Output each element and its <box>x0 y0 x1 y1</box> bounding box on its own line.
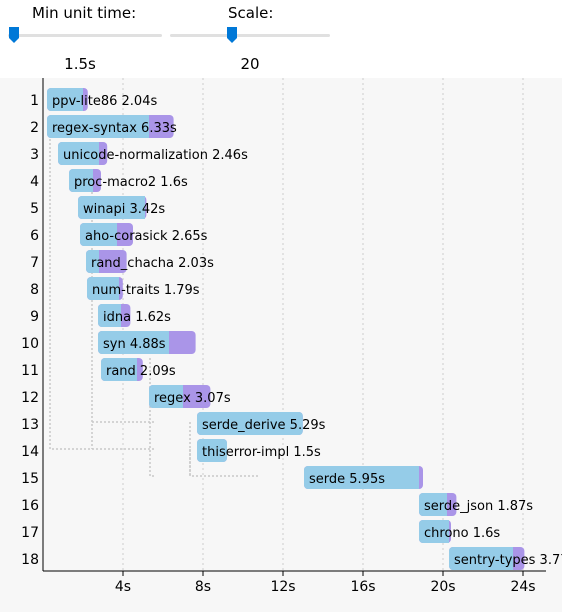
x-tick-label: 24s <box>510 579 535 595</box>
unit-bar-join <box>445 520 449 543</box>
unit-label: num-traits 1.79s <box>92 283 200 298</box>
row-number: 16 <box>21 498 39 514</box>
unit-bar-join <box>443 493 447 516</box>
timeline-svg: 1 ppv-lite86 2.04s 2 regex-syntax 6.33s 3 uni… <box>21 78 562 595</box>
scale-label: Scale: <box>228 4 274 22</box>
unit-label: serde_json 1.87s <box>424 499 533 514</box>
unit-bar <box>149 385 183 408</box>
unit-bar-join <box>133 358 137 381</box>
row-number: 3 <box>30 147 39 163</box>
unit-label: thiserror-impl 1.5s <box>202 445 321 460</box>
row-number: 12 <box>21 390 39 406</box>
unit-bar <box>47 115 149 138</box>
unit-bar <box>449 547 513 570</box>
row-number: 17 <box>21 525 39 541</box>
unit-label: serde_derive 5.29s <box>202 418 326 433</box>
unit-label: chrono 1.6s <box>424 526 500 541</box>
unit-label: sentry-types 3.77s <box>454 553 562 568</box>
row-number: 11 <box>21 363 39 379</box>
unit-label: winapi 3.42s <box>83 202 165 217</box>
unit-bar <box>98 331 169 354</box>
unit-bar <box>98 304 121 327</box>
min-unit-time-slider[interactable] <box>4 22 162 48</box>
build-timeline-chart: 1 ppv-lite86 2.04s 2 regex-syntax 6.33s 3 uni… <box>0 78 562 612</box>
min-unit-time-track[interactable] <box>8 34 162 37</box>
x-tick-label: 12s <box>270 579 295 595</box>
unit-bar-join <box>115 277 119 300</box>
row-number: 13 <box>21 417 39 433</box>
min-unit-time-label: Min unit time: <box>32 4 137 22</box>
unit-bar-join <box>141 196 145 219</box>
unit-bar <box>419 493 447 516</box>
unit-label: rand_chacha 2.03s <box>91 256 214 271</box>
min-unit-time-thumb[interactable] <box>8 26 20 44</box>
x-tick-label: 4s <box>115 579 131 595</box>
unit-bar-join <box>95 142 99 165</box>
unit-label: aho-corasick 2.65s <box>85 229 208 244</box>
unit-bar-join <box>145 115 149 138</box>
unit-bar-join <box>179 385 183 408</box>
unit-bar-join <box>79 88 83 111</box>
unit-bar <box>69 169 93 192</box>
unit-bar <box>197 439 227 462</box>
unit-bar-join <box>117 304 121 327</box>
unit-bar <box>304 466 419 489</box>
row-number: 1 <box>30 93 39 109</box>
x-tick-label: 16s <box>350 579 375 595</box>
dependency-line <box>189 422 260 477</box>
x-tick-label: 20s <box>430 579 455 595</box>
dependency-line <box>49 131 154 450</box>
row-number: 7 <box>30 255 39 271</box>
unit-bar-join <box>509 547 513 570</box>
unit-label: regex-syntax 6.33s <box>52 121 177 136</box>
unit-bar-join <box>113 223 117 246</box>
row-number: 5 <box>30 201 39 217</box>
unit-label: unicode-normalization 2.46s <box>63 148 248 163</box>
unit-bar <box>58 142 99 165</box>
unit-label: regex 3.07s <box>154 391 231 406</box>
unit-label: proc-macro2 1.6s <box>74 175 188 190</box>
row-number: 10 <box>21 336 39 352</box>
unit-label: rand 2.09s <box>106 364 176 379</box>
unit-bar-join <box>415 466 419 489</box>
unit-label: syn 4.88s <box>103 337 166 352</box>
scale-thumb[interactable] <box>226 26 238 44</box>
unit-bar <box>80 223 117 246</box>
row-number: 4 <box>30 174 39 190</box>
scale-slider[interactable] <box>168 22 332 48</box>
row-number: 6 <box>30 228 39 244</box>
row-number: 15 <box>21 471 39 487</box>
row-number: 8 <box>30 282 39 298</box>
unit-bar-join <box>95 250 99 273</box>
row-number: 9 <box>30 309 39 325</box>
unit-bar <box>419 520 449 543</box>
unit-label: serde 5.95s <box>309 472 385 487</box>
unit-bar-join <box>165 331 169 354</box>
unit-bar <box>101 358 137 381</box>
unit-bar <box>47 88 83 111</box>
scale-track[interactable] <box>170 34 330 37</box>
row-number: 2 <box>30 120 39 136</box>
unit-bar <box>197 412 303 435</box>
min-unit-time-value: 1.5s <box>64 55 96 73</box>
unit-bar-join <box>89 169 93 192</box>
x-tick-label: 8s <box>195 579 211 595</box>
row-number: 14 <box>21 444 39 460</box>
row-number: 18 <box>21 552 39 568</box>
unit-label: ppv-lite86 2.04s <box>52 94 157 109</box>
unit-bar <box>78 196 145 219</box>
unit-label: idna 1.62s <box>103 310 171 325</box>
scale-value: 20 <box>240 55 260 73</box>
unit-bar <box>87 277 119 300</box>
dependency-line <box>149 358 154 477</box>
